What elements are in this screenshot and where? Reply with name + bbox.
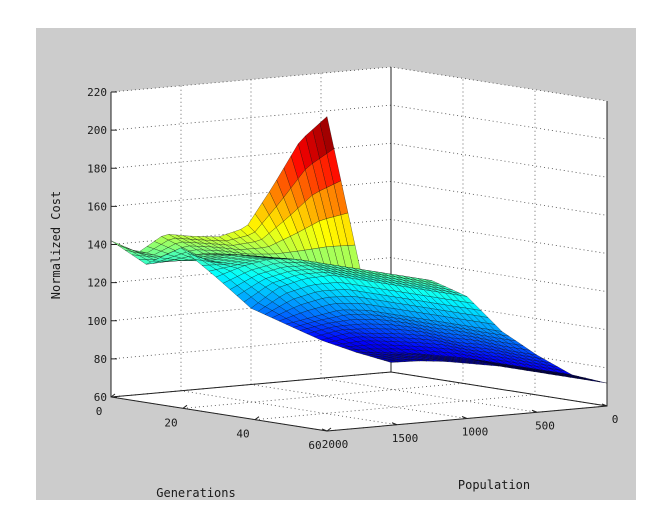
z-tick-label: 120 <box>87 277 107 290</box>
z-tick-label: 200 <box>87 124 107 137</box>
y-tick-label: 1500 <box>392 432 419 445</box>
y-tick-label: 1000 <box>462 426 489 439</box>
y-tick-label: 2000 <box>322 438 349 451</box>
y-tick-label: 500 <box>535 419 555 432</box>
grid-x-line <box>254 89 536 421</box>
z-tick-label: 220 <box>87 86 107 99</box>
x-tick-mark <box>110 393 116 398</box>
z-tick-label: 60 <box>94 391 107 404</box>
y-tick-mark <box>391 422 398 426</box>
x-tick-label: 20 <box>164 416 177 429</box>
z-tick-label: 180 <box>87 162 107 175</box>
z-tick-label: 140 <box>87 239 107 252</box>
x-tick-mark <box>254 416 260 421</box>
z-axis-title: Normalized Cost <box>49 191 63 299</box>
x-tick-mark <box>326 427 332 432</box>
y-tick-mark <box>601 403 608 407</box>
x-axis-title: Generations <box>156 486 235 500</box>
grid-x-line <box>182 78 464 409</box>
x-tick-label: 60 <box>308 439 321 452</box>
z-tick-label: 100 <box>87 315 107 328</box>
x-tick-mark <box>182 404 188 409</box>
surface-mesh <box>110 116 608 384</box>
surface-patch <box>383 359 399 363</box>
y-tick-label: 0 <box>612 413 619 426</box>
x-tick-label: 40 <box>236 428 249 441</box>
y-axis-title: Population <box>458 478 530 492</box>
z-tick-label: 80 <box>94 353 107 366</box>
y-tick-mark <box>321 428 328 432</box>
z-tick-label: 160 <box>87 200 107 213</box>
x-tick-label: 0 <box>96 405 103 418</box>
y-tick-mark <box>531 409 538 413</box>
y-tick-mark <box>461 416 468 419</box>
